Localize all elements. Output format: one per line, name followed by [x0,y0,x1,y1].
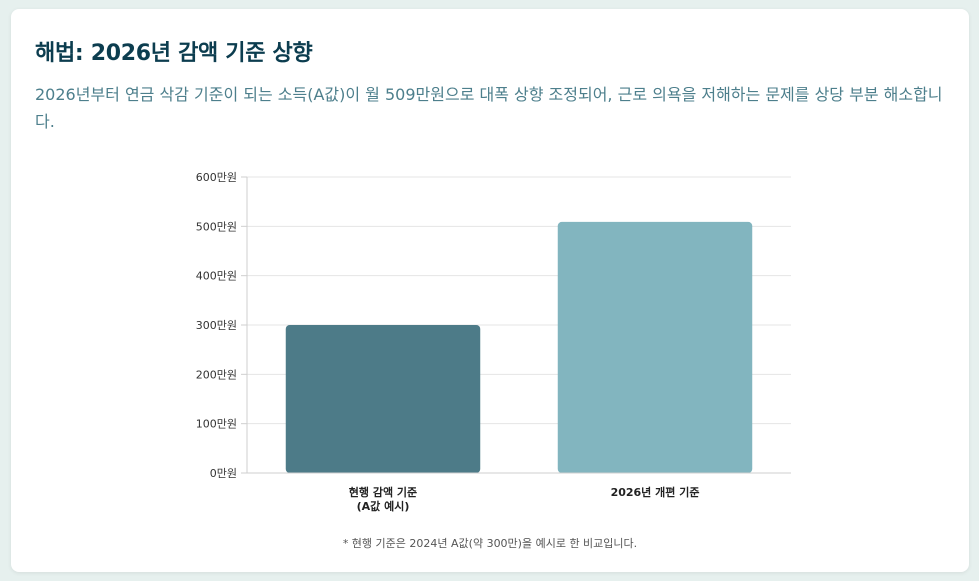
x-category-label: (A값 예시) [357,499,410,513]
y-tick-label: 400만원 [196,270,237,283]
y-tick-label: 100만원 [196,418,237,431]
y-tick-label: 0만원 [210,467,237,480]
page-title: 해법: 2026년 감액 기준 상향 [35,41,313,66]
y-tick-label: 300만원 [196,319,237,332]
y-tick-label: 200만원 [196,368,237,381]
bar [557,221,753,473]
y-tick-label: 600만원 [196,171,237,184]
bar-chart: 0만원 100만원 200만원 300만원 400만원 500만원 600만원 현행 감액 … [196,171,791,513]
chart-card: 해법: 2026년 감액 기준 상향 2026년부터 연금 삭감 기준이 되는 … [11,9,969,572]
chart-footnote: * 현행 기준은 2024년 A값(약 300만)을 예시로 한 비교입니다. [342,537,638,550]
bar [285,325,481,473]
bars [285,221,753,473]
x-category-labels: 현행 감액 기준(A값 예시) 2026년 개편 기준 [349,485,700,513]
y-tick-label: 500만원 [196,220,237,233]
y-tick-labels: 0만원 100만원 200만원 300만원 400만원 500만원 600만원 [196,171,247,480]
x-category-label: 현행 감액 기준 [349,485,417,499]
x-category-label: 2026년 개편 기준 [611,485,700,499]
page-description: 2026년부터 연금 삭감 기준이 되는 소득(A값)이 월 509만원으로 대… [35,85,943,131]
